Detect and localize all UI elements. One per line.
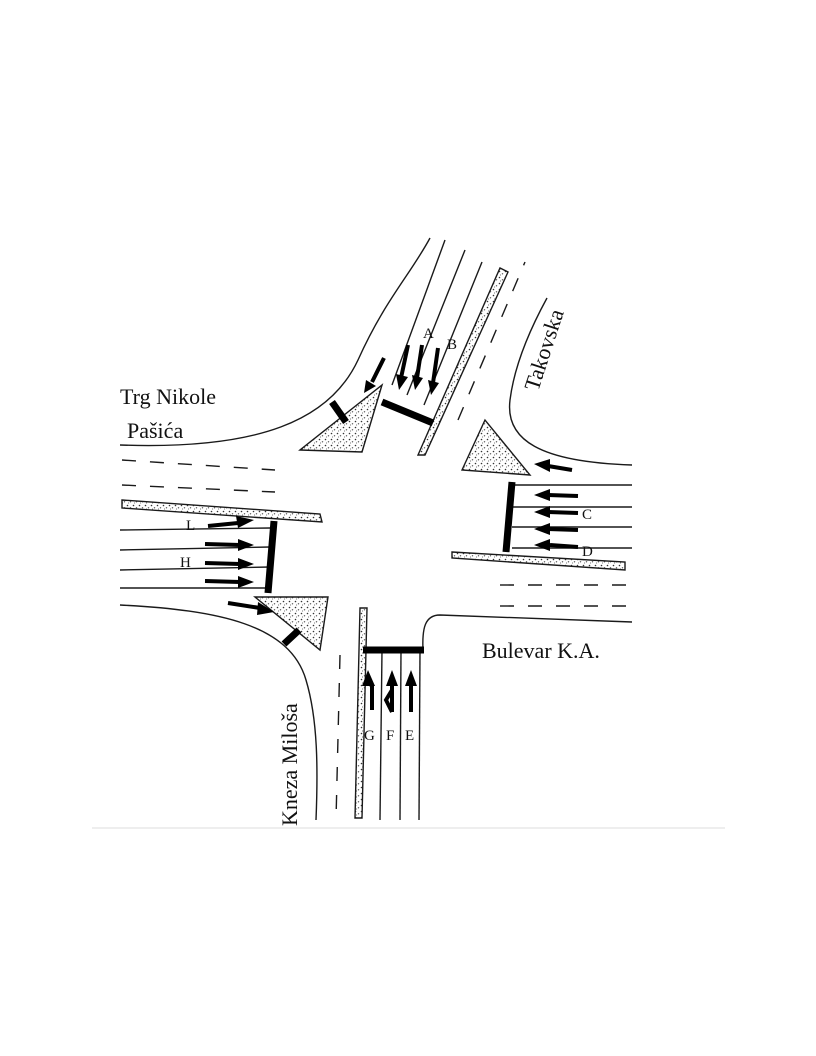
lane-label-f: F (386, 728, 394, 744)
kneza-road (119, 604, 421, 821)
lane-label-c: C (582, 507, 592, 523)
lane-arrows-takovska (364, 344, 440, 395)
bulevar-road (422, 484, 633, 651)
stopline-bulevar (502, 481, 516, 553)
street-label-trg-line2: Pašića (127, 418, 183, 443)
median-kneza (354, 607, 368, 819)
street-label-kneza: Kneza Miloša (277, 703, 302, 826)
lane-label-h: H (180, 555, 191, 571)
lane-label-a: A (423, 326, 434, 342)
takovska-road (119, 237, 633, 466)
island-northeast (460, 418, 532, 476)
stopline-trg-right (281, 627, 302, 647)
median-bulevar (451, 551, 626, 571)
lane-label-b: B (447, 337, 457, 353)
median-takovska (416, 267, 509, 456)
lane-label-g: G (364, 728, 375, 744)
street-label-takovska: Takovska (519, 306, 569, 394)
lane-label-e: E (405, 728, 414, 744)
lane-label-d: D (582, 544, 593, 560)
stopline-takovska-right (329, 399, 349, 425)
street-label-bulevar: Bulevar K.A. (482, 638, 600, 663)
stopline-trg (264, 520, 278, 594)
island-southwest (253, 596, 329, 652)
stopline-takovska (380, 398, 435, 427)
street-label-trg-line1: Trg Nikole (120, 384, 216, 409)
lane-arrows-kneza (362, 670, 417, 713)
lane-arrows-bulevar (534, 459, 579, 551)
median-trg (121, 499, 323, 523)
lane-arrows-trg (204, 516, 274, 615)
lane-label-l: L (186, 518, 195, 534)
